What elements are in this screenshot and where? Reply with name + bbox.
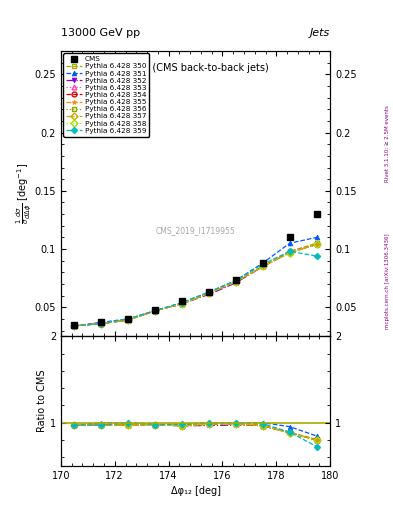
Text: Rivet 3.1.10; ≥ 2.5M events: Rivet 3.1.10; ≥ 2.5M events: [385, 105, 389, 182]
CMS: [153, 307, 158, 313]
Text: Jets: Jets: [310, 28, 330, 38]
Line: CMS: CMS: [71, 211, 320, 328]
CMS: [180, 298, 184, 305]
Y-axis label: $\frac{1}{\sigma}\frac{d\sigma}{d\Delta\phi}$ [deg$^{-1}$]: $\frac{1}{\sigma}\frac{d\sigma}{d\Delta\…: [14, 163, 33, 224]
Text: 13000 GeV pp: 13000 GeV pp: [61, 28, 140, 38]
Text: Δφ(jj) (CMS back-to-back jets): Δφ(jj) (CMS back-to-back jets): [123, 62, 268, 73]
Text: mcplots.cern.ch [arXiv:1306.3436]: mcplots.cern.ch [arXiv:1306.3436]: [385, 234, 389, 329]
CMS: [72, 322, 77, 328]
CMS: [233, 278, 238, 284]
Y-axis label: Ratio to CMS: Ratio to CMS: [37, 370, 47, 432]
CMS: [287, 234, 292, 241]
Legend: CMS, Pythia 6.428 350, Pythia 6.428 351, Pythia 6.428 352, Pythia 6.428 353, Pyt: CMS, Pythia 6.428 350, Pythia 6.428 351,…: [63, 53, 149, 137]
Text: CMS_2019_I1719955: CMS_2019_I1719955: [156, 226, 235, 236]
CMS: [261, 260, 265, 266]
CMS: [99, 319, 104, 326]
X-axis label: Δφ₁₂ [deg]: Δφ₁₂ [deg]: [171, 486, 220, 496]
CMS: [314, 211, 319, 217]
CMS: [207, 289, 211, 295]
CMS: [126, 316, 130, 322]
